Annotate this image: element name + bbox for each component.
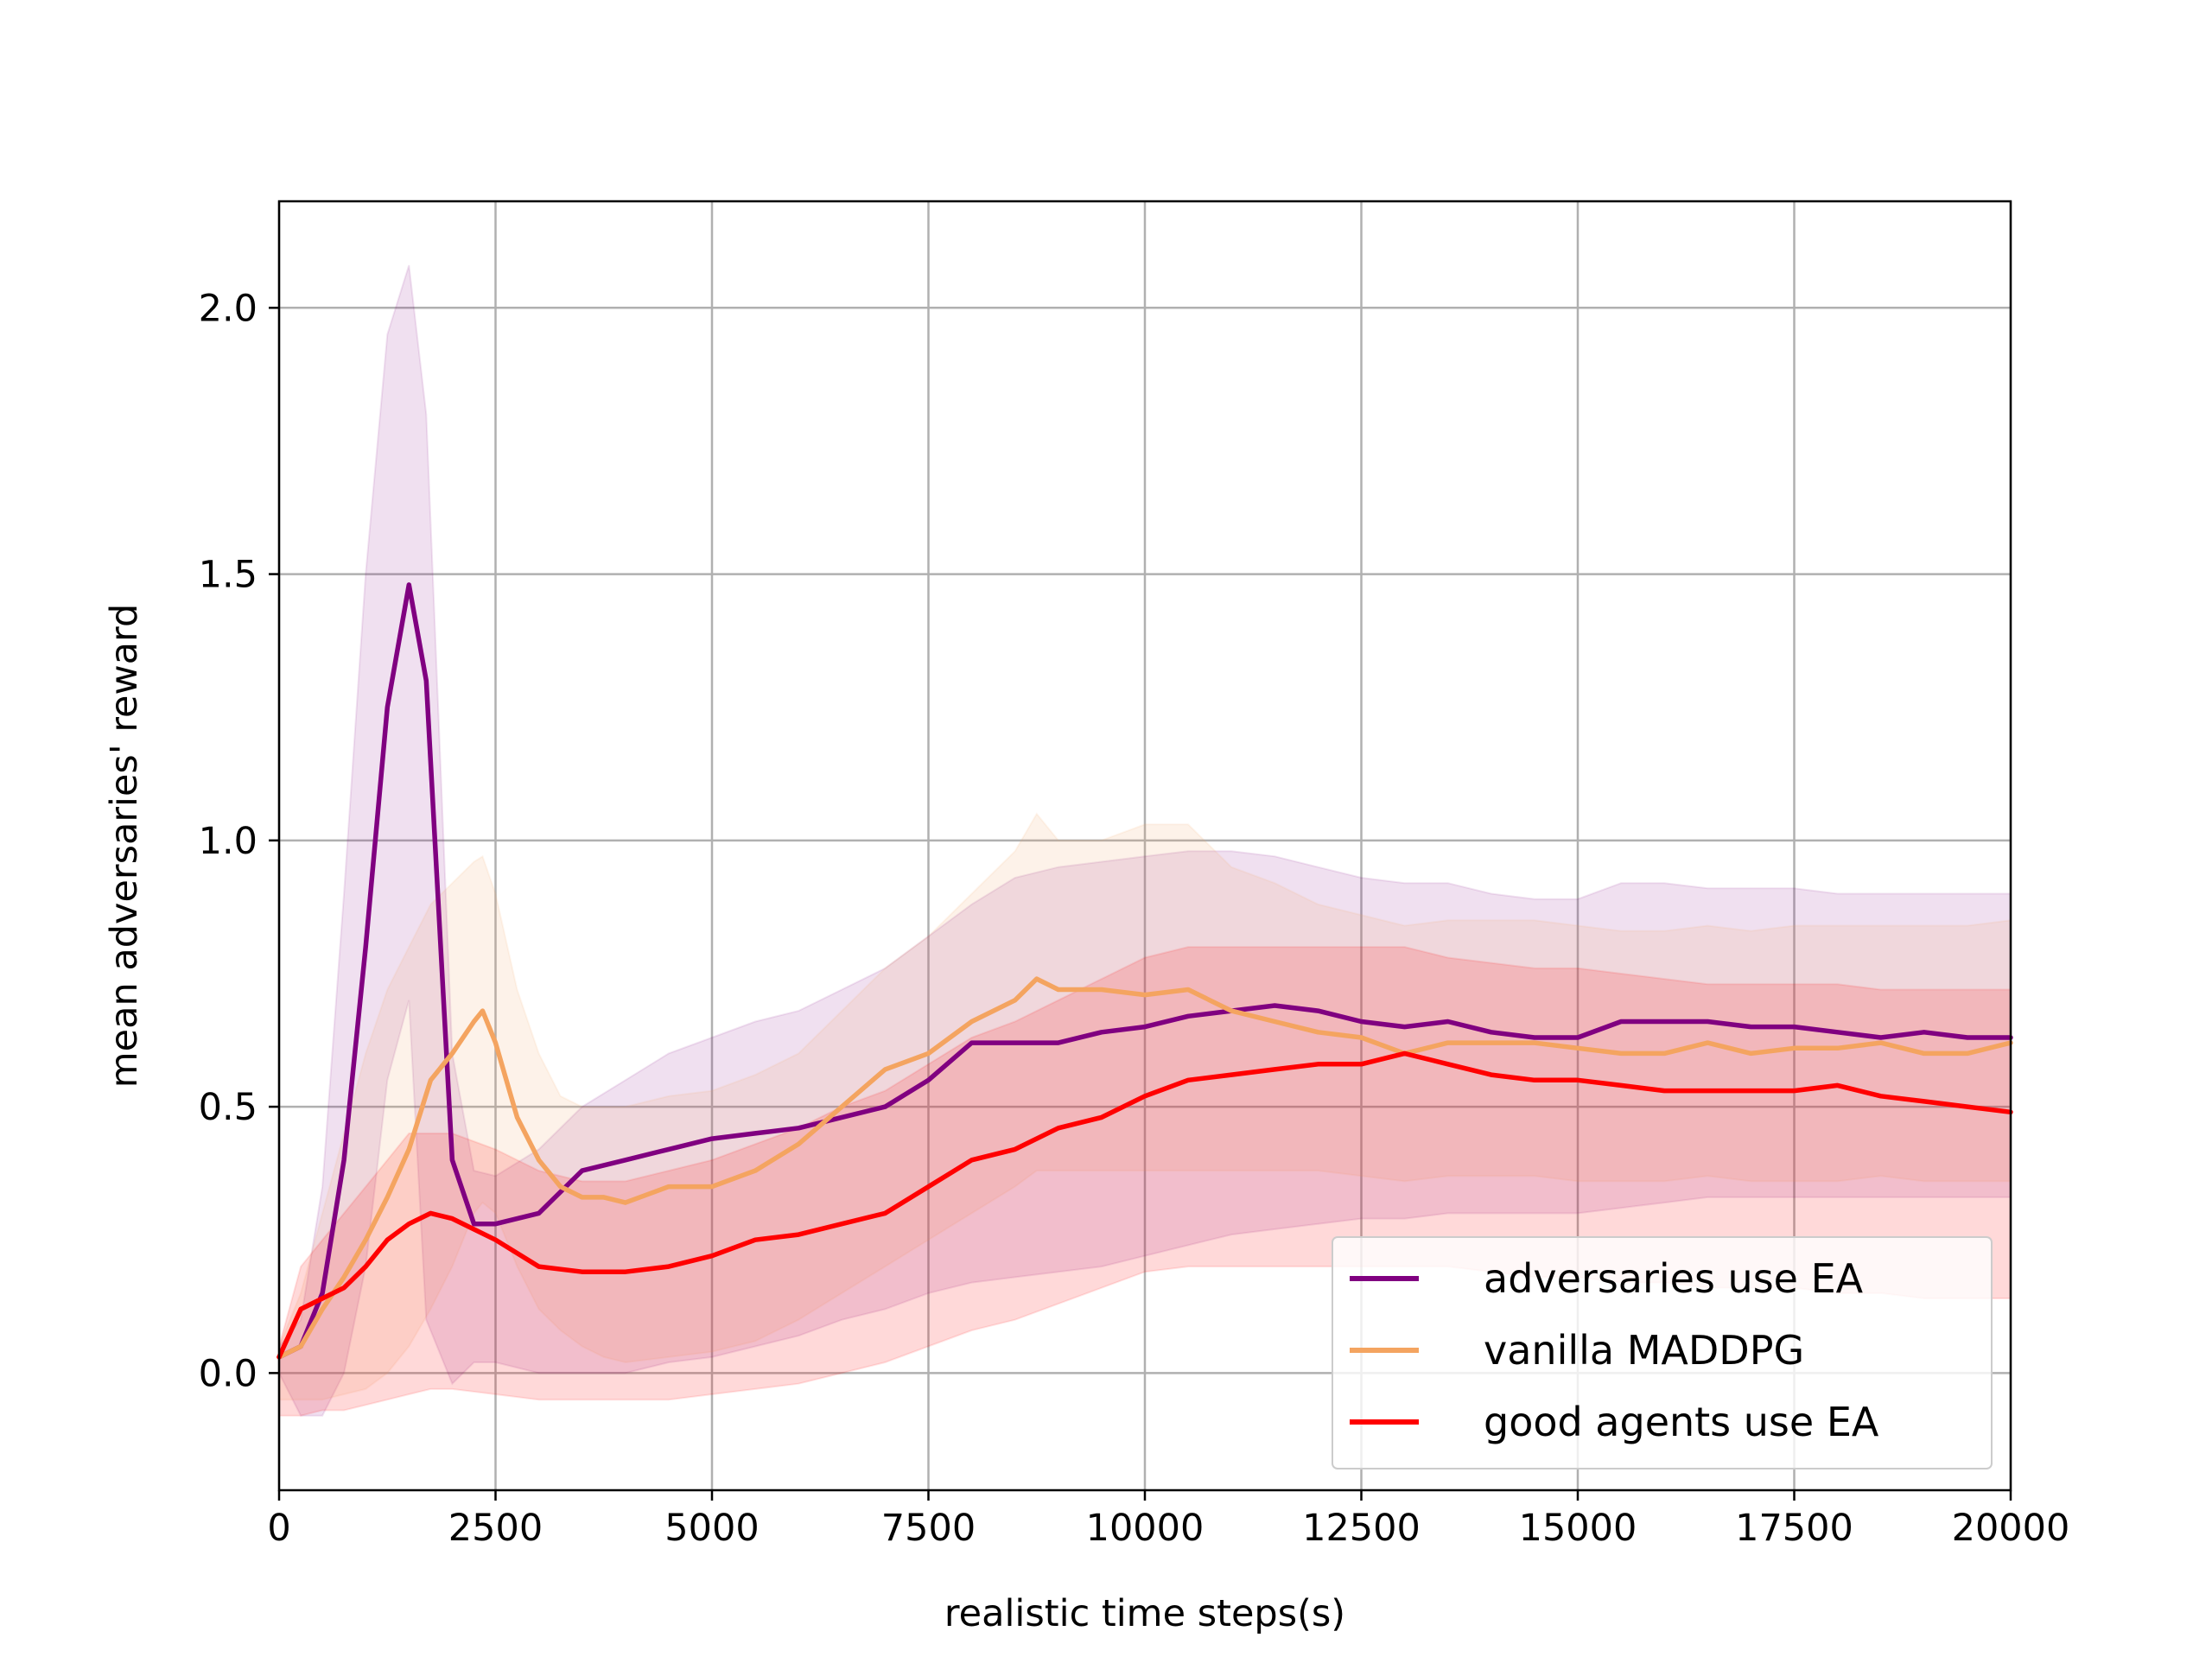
legend-label-1: vanilla MADDPG <box>1484 1327 1804 1374</box>
legend-label-0: adversaries use EA <box>1484 1255 1864 1302</box>
legend-box <box>1332 1236 1993 1469</box>
y-tick-label: 2.0 <box>199 287 257 330</box>
x-tick-label: 15000 <box>1519 1507 1637 1550</box>
x-tick-label: 10000 <box>1086 1507 1205 1550</box>
x-tick-label: 20000 <box>1952 1507 2070 1550</box>
y-tick-label: 1.5 <box>199 554 257 597</box>
confidence-bands <box>278 264 2012 1417</box>
x-tick-label: 17500 <box>1735 1507 1853 1550</box>
line-series-1 <box>276 976 2013 1360</box>
x-tick-label: 5000 <box>664 1507 759 1550</box>
x-tick-label: 12500 <box>1302 1507 1421 1550</box>
legend: adversaries use EA vanilla MADDPG good age… <box>1332 1236 1993 1469</box>
y-tick-label: 0.0 <box>199 1352 257 1395</box>
y-axis-label: mean adversaries' reward <box>103 604 146 1089</box>
line-series-0 <box>276 582 2013 1360</box>
x-tick-label: 7500 <box>881 1507 976 1550</box>
line-series-2 <box>276 1050 2013 1360</box>
series-lines <box>276 582 2013 1360</box>
y-tick-label: 0.5 <box>199 1086 257 1129</box>
axis-ticks: 0 2500 5000 7500 10000 12500 15000 17500 20000 0.… <box>199 287 2070 1550</box>
x-tick-label: 2500 <box>448 1507 543 1550</box>
x-axis-label: realistic time steps(s) <box>944 1592 1345 1635</box>
grid-lines <box>277 201 2012 1490</box>
x-tick-label: 0 <box>267 1507 290 1550</box>
legend-label-2: good agents use EA <box>1484 1399 1879 1445</box>
y-tick-label: 1.0 <box>199 820 257 863</box>
